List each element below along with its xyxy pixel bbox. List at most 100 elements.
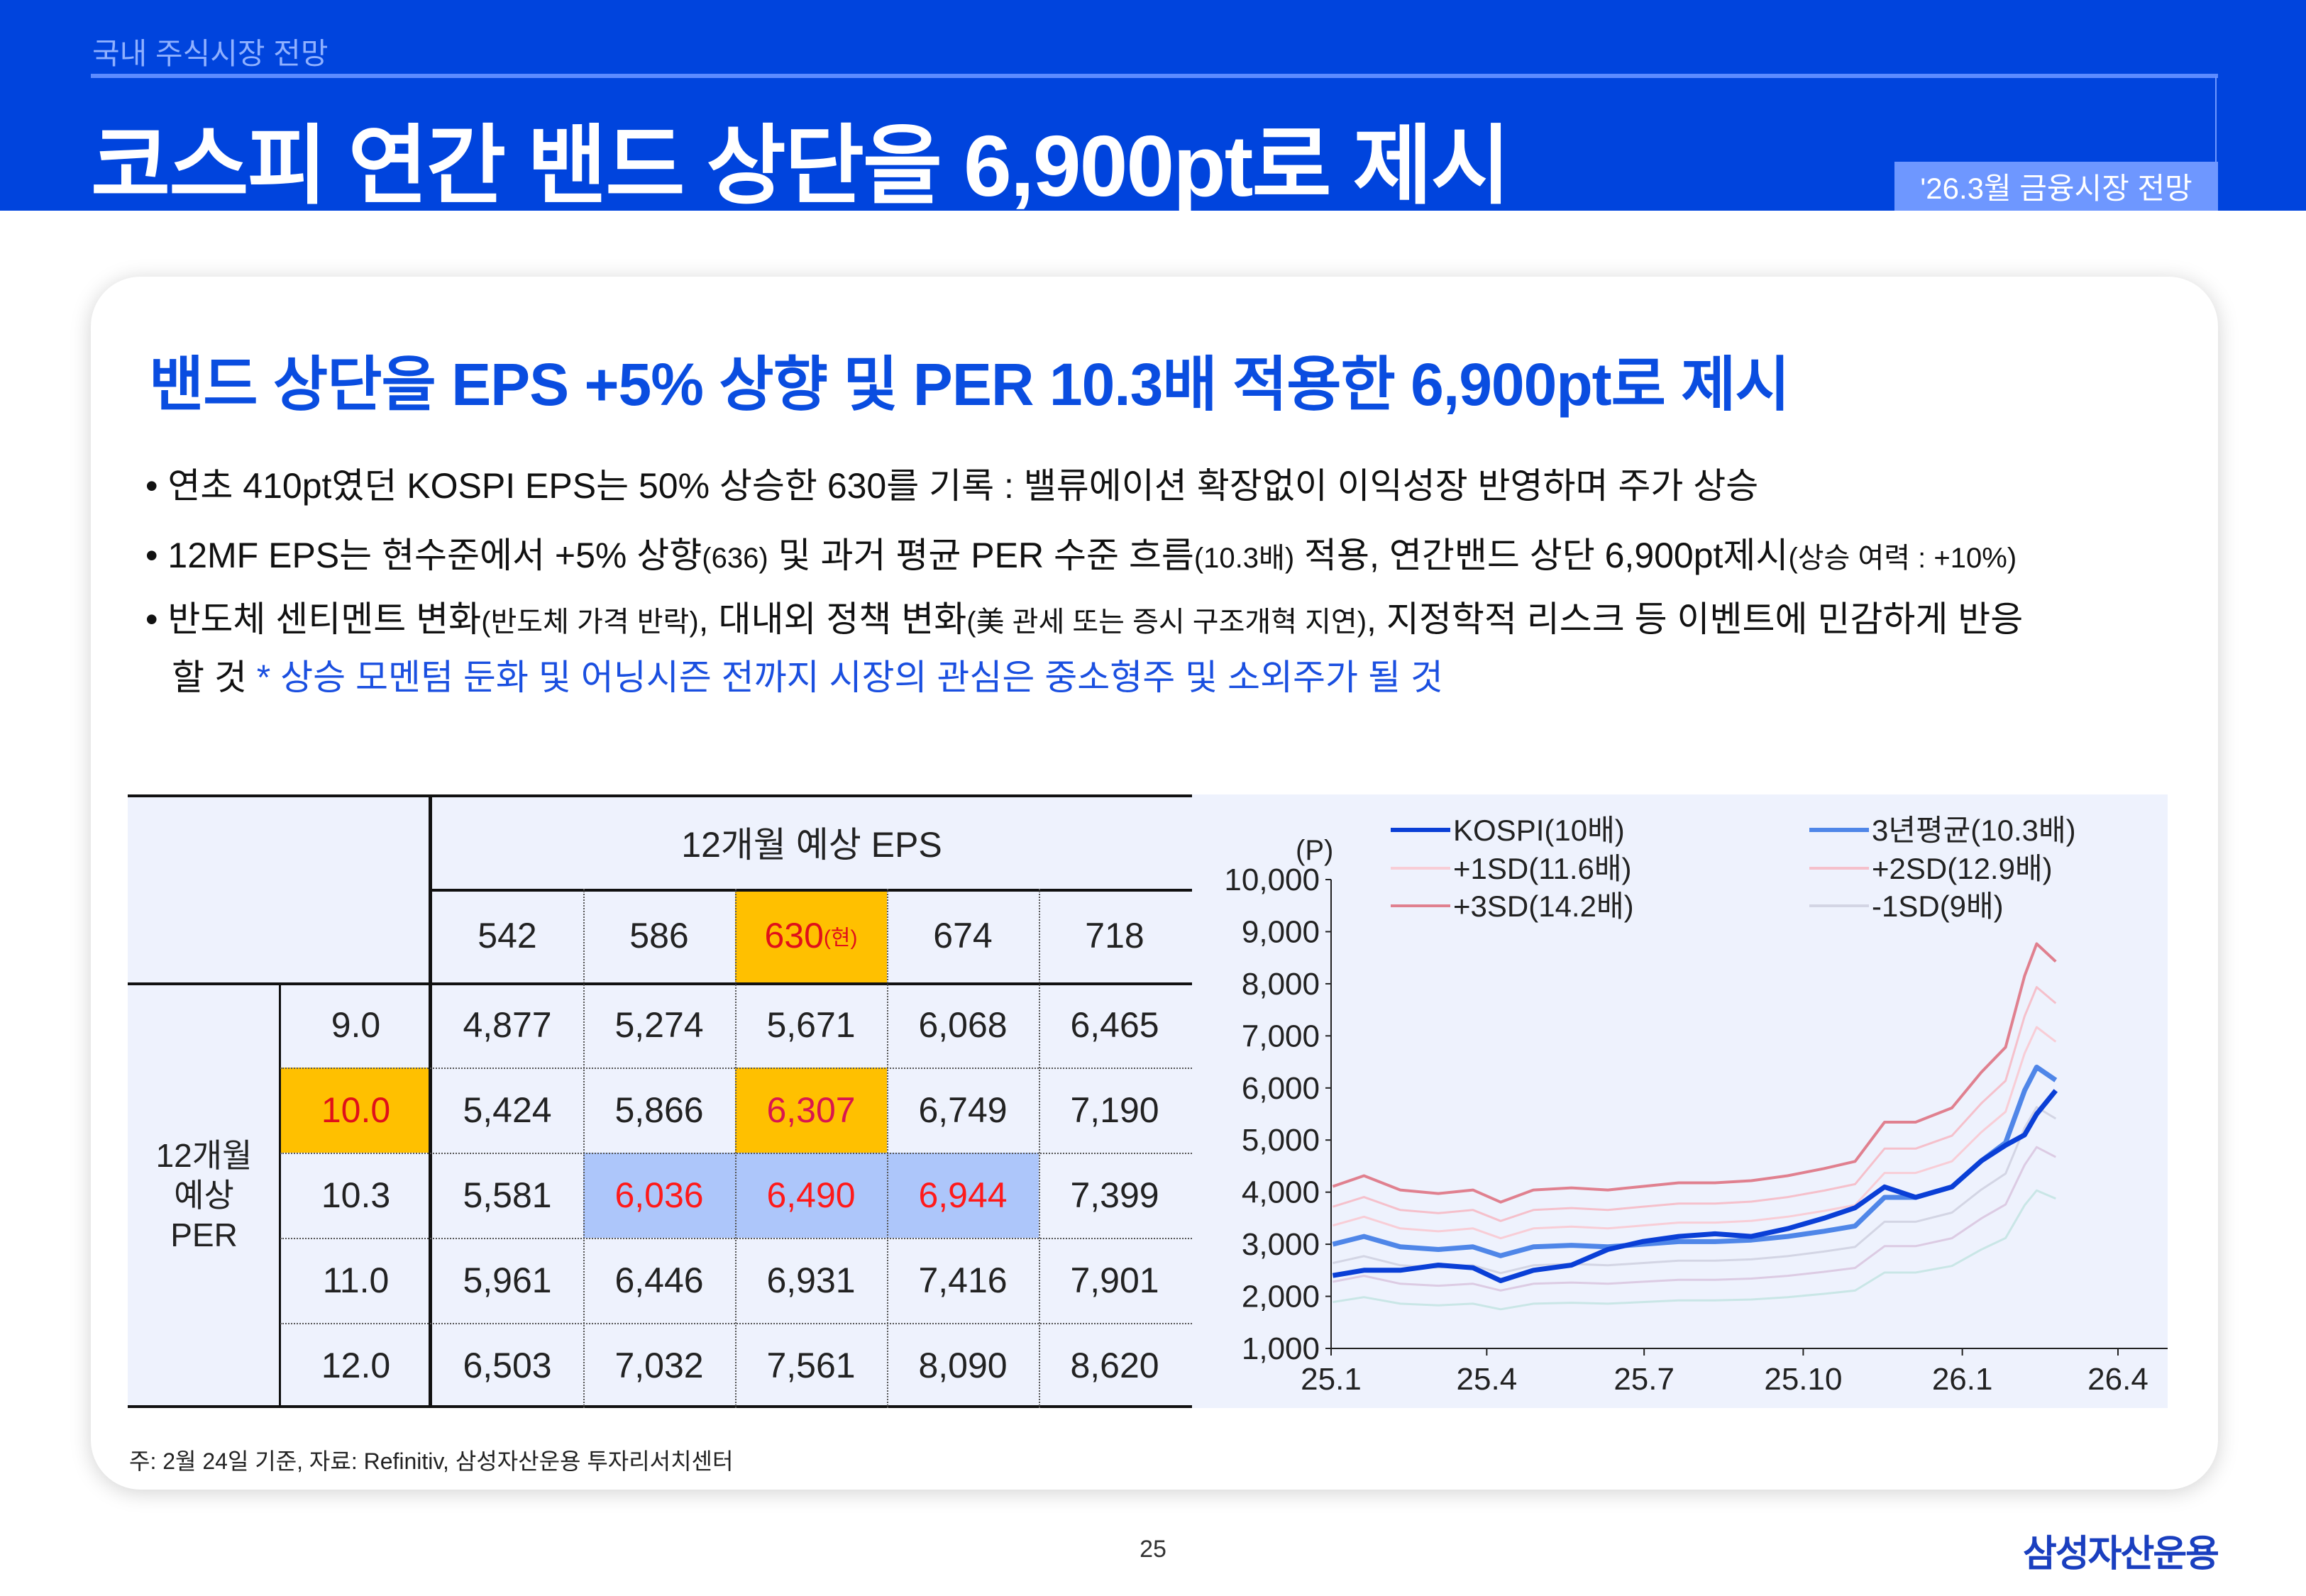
bullet-2-text: • 12MF EPS는 현수준에서 +5% 상향 — [145, 536, 702, 575]
bullet-3: • 반도체 센티멘트 변화(반도체 가격 반락), 대내외 정책 변화(美 관세… — [145, 591, 2023, 642]
y-tick-label: 1,000 — [1242, 1331, 1320, 1366]
legend-label: -1SD(9배) — [1872, 890, 2004, 923]
table-cell: 6,503 — [463, 1346, 552, 1385]
page-title: 코스피 연간 밴드 상단을 6,900pt로 제시 — [91, 118, 1511, 214]
kospi-per-band-chart: (P) 1,000 2,000 3,000 4,000 5,000 6,000 7,000 8,… — [1192, 794, 2168, 1408]
table-cell: 7,190 — [1070, 1090, 1159, 1130]
table-cell: 5,581 — [463, 1175, 552, 1215]
series-line-band — [1333, 1146, 2056, 1292]
bullet-3-note: (美 관세 또는 증시 구조개혁 지연) — [966, 606, 1367, 638]
table-cell: 7,032 — [614, 1346, 704, 1385]
legend-label: 3년평균(10.3배) — [1872, 814, 2076, 847]
series-line-KOSPI(10배) — [1332, 1089, 2058, 1283]
table-cell: 8,090 — [918, 1346, 1008, 1385]
table-cell: 5,424 — [463, 1090, 552, 1130]
bullet-3-highlight: * 상승 모멘텀 둔화 및 어닝시즌 전까지 시장의 관심은 중소형주 및 소외… — [246, 658, 1443, 697]
table-cell: 8,620 — [1070, 1346, 1159, 1385]
table-cell: 6,446 — [614, 1260, 704, 1300]
bullet-2-text: 및 과거 평균 PER 수준 흐름 — [768, 536, 1194, 575]
table-cell: 4,877 — [463, 1005, 552, 1045]
per-row-header: 11.0 — [322, 1260, 390, 1300]
company-logo: 삼성자산운용 — [2022, 1534, 2219, 1575]
table-rule — [431, 889, 1192, 892]
y-axis-unit: (P) — [1296, 835, 1333, 866]
legend-label: +3SD(14.2배) — [1453, 890, 1634, 923]
table-rule — [128, 1405, 1192, 1408]
bullet-3-text: 할 것 — [172, 658, 247, 697]
x-tick-label: 26.4 — [2087, 1362, 2148, 1397]
eps-column-header: 630 (현) — [735, 889, 887, 982]
bullet-2-text: 적용, 연간밴드 상단 6,900pt제시 — [1294, 536, 1789, 575]
legend-label: +1SD(11.6배) — [1453, 852, 1631, 885]
x-tick-label: 26.1 — [1932, 1362, 1993, 1397]
table-rule — [735, 889, 737, 1408]
series-line-+2SD(12.9배) — [1332, 986, 2057, 1222]
card-heading: 밴드 상단을 EPS +5% 상향 및 PER 10.3배 적용한 6,900p… — [149, 351, 1790, 418]
source-note: 주: 2월 24일 기준, 자료: Refinitiv, 삼성자산운용 투자리서… — [129, 1448, 734, 1474]
legend-label: +2SD(12.9배) — [1872, 852, 2053, 885]
y-tick-label: 2,000 — [1242, 1280, 1320, 1314]
table-rule — [279, 982, 281, 1408]
table-rule — [1039, 889, 1040, 1408]
per-row-header: 12.0 — [321, 1346, 391, 1385]
table-rule — [887, 889, 888, 1408]
per-row-header: 10.3 — [321, 1175, 391, 1215]
per-row-header: 9.0 — [331, 1005, 381, 1045]
table-cell: 7,561 — [766, 1346, 856, 1385]
legend-label: KOSPI(10배) — [1453, 814, 1625, 847]
bullet-3-text: , 대내외 정책 변화 — [698, 599, 967, 639]
header-divider — [91, 74, 2218, 78]
eps-per-matrix-table: 12개월 예상 EPS 542 586 630 (현) 674 718 12개월 예상 PER… — [128, 794, 1192, 1408]
per-header: 12개월 예상 PER — [155, 1137, 253, 1253]
table-cell: 6,036 — [583, 1153, 735, 1238]
bullet-3-note: (반도체 가격 반락) — [481, 606, 699, 638]
bullet-2-note: (10.3배) — [1193, 543, 1295, 574]
y-tick-label: 9,000 — [1242, 914, 1320, 949]
report-badge: '26.3월 금융시장 전망 — [1894, 162, 2218, 211]
table-cell: 6,068 — [918, 1005, 1008, 1045]
series-line-band — [1333, 1189, 2056, 1311]
eps-current-value: 630 — [764, 916, 824, 955]
x-tick-label: 25.7 — [1613, 1362, 1675, 1397]
table-rule — [128, 982, 1192, 985]
table-cell: 6,465 — [1070, 1005, 1159, 1045]
table-rule — [583, 889, 585, 1408]
y-tick-label: 6,000 — [1242, 1071, 1320, 1106]
y-tick-label: 10,000 — [1224, 863, 1320, 897]
eps-column-header: 718 — [1085, 916, 1144, 955]
table-cell: 5,274 — [614, 1005, 704, 1045]
y-tick-label: 3,000 — [1242, 1227, 1320, 1262]
table-cell: 6,307 — [735, 1068, 887, 1153]
bullet-3-text: , 지정학적 리스크 등 이벤트에 민감하게 반응 — [1367, 599, 2024, 639]
y-tick-label: 4,000 — [1242, 1175, 1320, 1210]
section-label: 국내 주식시장 전망 — [92, 37, 329, 70]
page-number: 25 — [1140, 1536, 1166, 1563]
bullet-2-note: (636) — [702, 543, 768, 574]
table-cell: 5,671 — [766, 1005, 856, 1045]
y-tick-label: 5,000 — [1242, 1123, 1320, 1158]
table-rule — [128, 794, 1192, 797]
current-mark: (현) — [823, 926, 858, 950]
table-cell: 6,490 — [735, 1153, 887, 1238]
table-cell: 5,961 — [463, 1260, 552, 1300]
y-tick-label: 8,000 — [1242, 967, 1320, 1002]
eps-header: 12개월 예상 EPS — [681, 824, 942, 865]
table-cell: 6,931 — [766, 1260, 856, 1300]
header-divider-vertical — [2215, 77, 2217, 163]
table-cell: 7,901 — [1070, 1260, 1159, 1300]
table-cell: 7,416 — [918, 1260, 1008, 1300]
table-cell: 6,944 — [887, 1153, 1039, 1238]
bullet-3-continued: 할 것 * 상승 모멘텀 둔화 및 어닝시즌 전까지 시장의 관심은 중소형주 … — [172, 649, 1443, 700]
bullet-1: • 연초 410pt였던 KOSPI EPS는 50% 상승한 630를 기록 … — [145, 466, 1759, 506]
x-tick-label: 25.4 — [1457, 1362, 1518, 1397]
eps-column-header: 674 — [933, 916, 993, 955]
series-line-3년평균(10.3배) — [1332, 1064, 2058, 1258]
bullet-2: • 12MF EPS는 현수준에서 +5% 상향(636) 및 과거 평균 PE… — [145, 527, 2017, 578]
x-tick-label: 25.10 — [1764, 1362, 1842, 1397]
table-rule — [429, 794, 432, 1408]
table-cell: 7,399 — [1070, 1175, 1159, 1215]
per-row-header: 10.0 — [280, 1068, 431, 1153]
series-line-+3SD(14.2배) — [1332, 942, 2057, 1204]
chart-svg: (P) 1,000 2,000 3,000 4,000 5,000 6,000 7,000 8,… — [1224, 814, 2168, 1397]
x-tick-label: 25.1 — [1301, 1362, 1362, 1397]
